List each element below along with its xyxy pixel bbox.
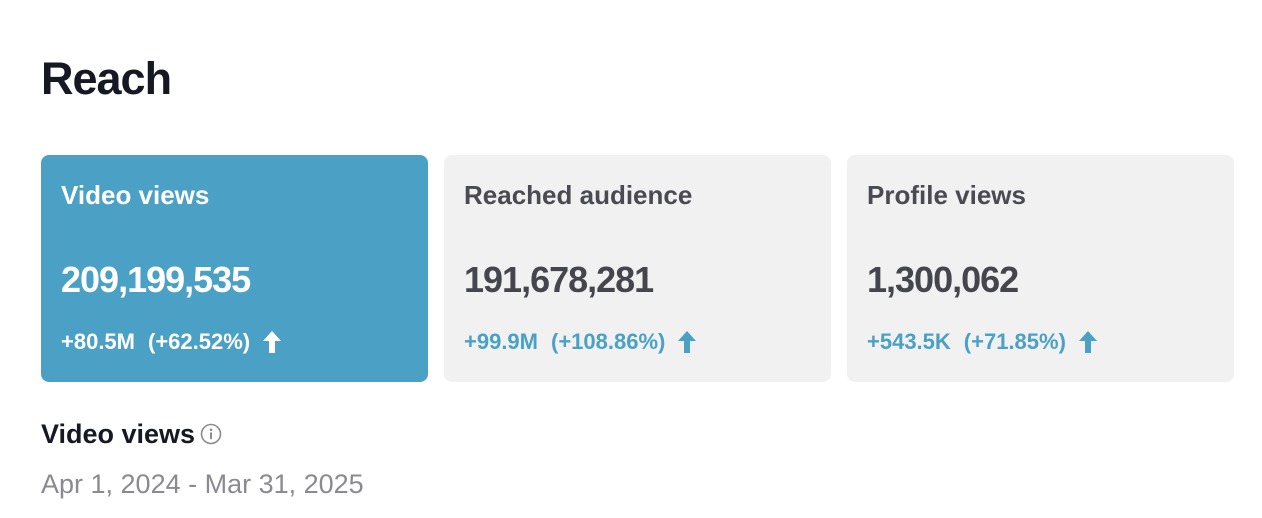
detail-title: Video views xyxy=(41,416,222,452)
arrow-up-icon xyxy=(262,330,282,354)
card-label: Profile views xyxy=(867,180,1026,210)
arrow-up-icon xyxy=(677,330,697,354)
info-icon[interactable] xyxy=(200,423,222,445)
card-label: Reached audience xyxy=(464,180,693,210)
card-value: 191,678,281 xyxy=(464,259,654,300)
change-percent: (+108.86%) xyxy=(551,329,666,354)
card-change: +99.9M (+108.86%) xyxy=(464,328,697,356)
arrow-up-icon xyxy=(1078,330,1098,354)
change-percent: (+71.85%) xyxy=(963,329,1066,354)
change-amount: +99.9M xyxy=(464,329,538,354)
change-percent: (+62.52%) xyxy=(148,329,251,354)
card-reached-audience[interactable]: Reached audience 191,678,281 +99.9M (+10… xyxy=(444,155,831,382)
change-amount: +80.5M xyxy=(61,329,135,354)
detail-title-text: Video views xyxy=(41,419,196,449)
change-amount: +543.5K xyxy=(867,329,951,354)
card-value: 209,199,535 xyxy=(61,259,251,300)
card-label: Video views xyxy=(61,180,210,210)
card-change: +543.5K (+71.85%) xyxy=(867,328,1098,356)
date-range: Apr 1, 2024 - Mar 31, 2025 xyxy=(41,469,364,499)
card-change: +80.5M (+62.52%) xyxy=(61,328,282,356)
card-value: 1,300,062 xyxy=(867,259,1019,300)
card-video-views[interactable]: Video views 209,199,535 +80.5M (+62.52%) xyxy=(41,155,428,382)
section-title: Reach xyxy=(41,53,172,104)
card-profile-views[interactable]: Profile views 1,300,062 +543.5K (+71.85%… xyxy=(847,155,1234,382)
metric-cards: Video views 209,199,535 +80.5M (+62.52%)… xyxy=(41,155,1234,382)
